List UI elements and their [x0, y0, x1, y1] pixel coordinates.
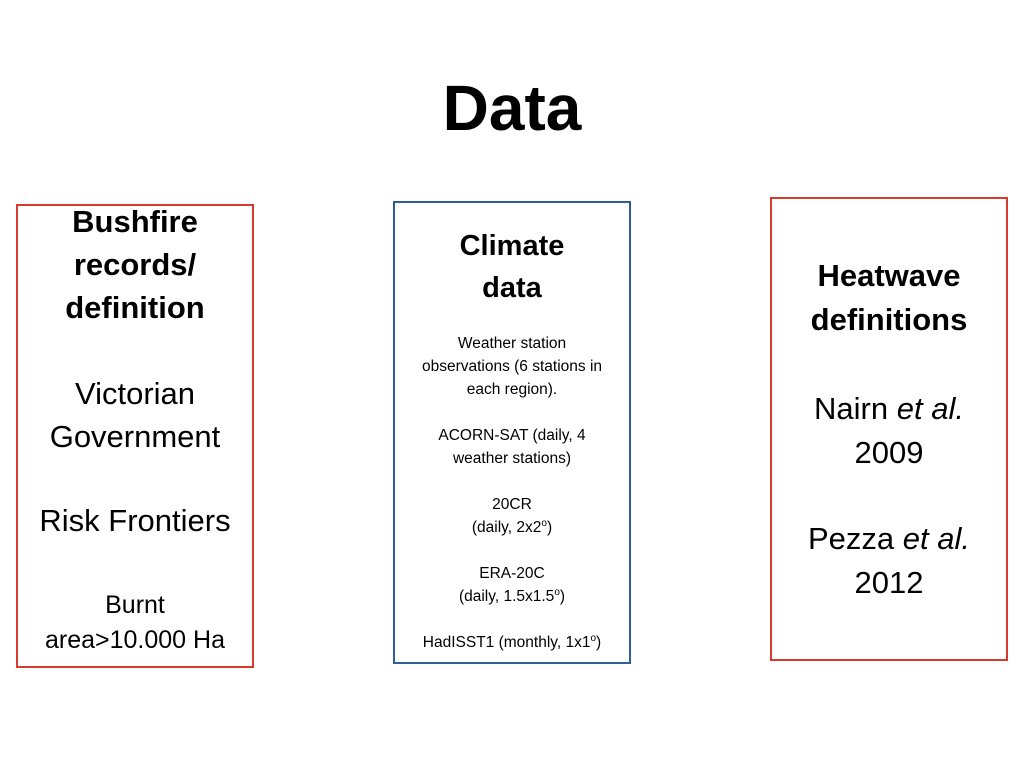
hadisst1-detail: HadISST1 (monthly, 1x1o): [422, 632, 602, 651]
era-20c-detail: (daily, 1.5x1.5o): [458, 586, 566, 605]
acorn-sat-line: ACORN-SAT (daily, 4: [438, 427, 586, 444]
climate-data-panel: Climate data Weather station observation…: [393, 201, 631, 664]
bushfire-sources: Victorian Government Risk Frontiers: [8, 372, 262, 542]
heading-line: Heatwave: [817, 258, 961, 293]
climate-data-heading: Climate data: [395, 225, 629, 309]
heading-line: definition: [65, 290, 205, 325]
reference-pezza: Pezza et al.: [808, 521, 970, 556]
acorn-sat-line: weather stations): [452, 450, 572, 467]
reference-nairn: Nairn et al.: [814, 391, 964, 426]
reference-pezza-year: 2012: [854, 565, 924, 600]
source-victorian-government-line: Victorian: [74, 376, 196, 411]
climate-data-list: Weather station observations (6 stations…: [389, 332, 635, 654]
bushfire-panel-heading: Bushfire records/ definition: [8, 200, 262, 329]
20cr-name: 20CR: [492, 496, 532, 513]
criterion-line: Burnt: [105, 591, 165, 619]
weather-station-line: each region).: [466, 381, 558, 398]
weather-station-line: observations (6 stations in: [421, 358, 603, 375]
heading-line: records/: [73, 247, 197, 282]
slide-title: Data: [442, 72, 582, 144]
heading-line: definitions: [810, 302, 968, 337]
heatwave-panel-heading: Heatwave definitions: [762, 254, 1016, 342]
heatwave-panel: Heatwave definitions Nairn et al. 2009 P…: [770, 197, 1008, 661]
source-victorian-government-line: Government: [49, 419, 221, 454]
reference-nairn-year: 2009: [854, 435, 924, 470]
burnt-area-criterion: Burnt area>10.000 Ha: [8, 588, 262, 658]
heading-line: Climate: [459, 230, 565, 262]
era-20c-name: ERA-20C: [479, 565, 545, 582]
heatwave-references: Nairn et al. 2009 Pezza et al. 2012: [762, 387, 1016, 605]
heading-line: data: [482, 272, 542, 304]
weather-station-line: Weather station: [457, 335, 567, 352]
criterion-line: area>10.000 Ha: [44, 626, 225, 654]
heading-line: Bushfire: [72, 204, 198, 239]
20cr-detail: (daily, 2x2o): [471, 517, 553, 536]
bushfire-panel: Bushfire records/ definition Victorian G…: [16, 204, 254, 668]
source-risk-frontiers: Risk Frontiers: [39, 503, 231, 538]
